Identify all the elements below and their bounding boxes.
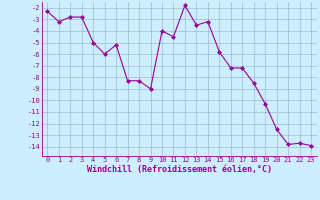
- X-axis label: Windchill (Refroidissement éolien,°C): Windchill (Refroidissement éolien,°C): [87, 165, 272, 174]
